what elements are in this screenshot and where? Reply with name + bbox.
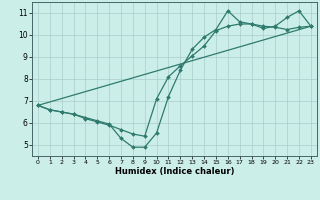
X-axis label: Humidex (Indice chaleur): Humidex (Indice chaleur) xyxy=(115,167,234,176)
